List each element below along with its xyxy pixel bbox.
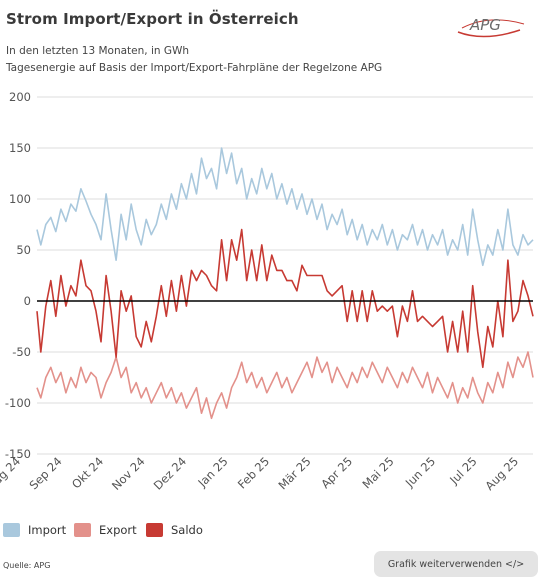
x-tick-labels: Aug 24 Sep 24 Okt 24 Nov 24 Dez 24 Jan 25 Feb … bbox=[0, 454, 521, 493]
legend-label-saldo: Saldo bbox=[171, 523, 203, 537]
legend-item-saldo[interactable]: Saldo bbox=[146, 523, 203, 537]
x-tick-label: Aug 25 bbox=[482, 454, 521, 493]
series-lines bbox=[36, 147, 534, 420]
x-tick-label: Okt 24 bbox=[69, 454, 106, 491]
legend: Import Export Saldo bbox=[0, 523, 300, 543]
apg-logo: APG bbox=[457, 16, 525, 38]
x-tick-label: Mai 25 bbox=[360, 454, 397, 491]
x-tick-label: Jun 25 bbox=[402, 454, 438, 490]
x-tick-label: Apr 25 bbox=[318, 454, 355, 491]
series-line-export bbox=[36, 351, 534, 420]
source-note: Quelle: APG bbox=[3, 561, 51, 570]
series-line-import bbox=[36, 147, 534, 267]
y-tick-label: 150 bbox=[9, 141, 31, 155]
chart-subtitle-source-basis: Tagesenergie auf Basis der Import/Export… bbox=[6, 62, 383, 74]
y-tick-label: 200 bbox=[9, 90, 31, 104]
legend-label-import: Import bbox=[28, 523, 67, 537]
reuse-graphic-button[interactable]: Grafik weiterverwenden </> bbox=[374, 551, 538, 577]
chart-area: -150 -100 -50 0 50 100 150 200 Aug 24 Sep 24 Okt … bbox=[0, 90, 534, 493]
x-tick-label: Jul 25 bbox=[446, 454, 479, 487]
chart-subtitle-unit: In den letzten 13 Monaten, in GWh bbox=[6, 45, 190, 57]
logo-text: APG bbox=[469, 16, 501, 34]
legend-label-export: Export bbox=[99, 523, 137, 537]
y-tick-label: 0 bbox=[24, 294, 31, 308]
x-tick-label: Nov 24 bbox=[109, 454, 148, 493]
y-tick-label: 50 bbox=[16, 243, 31, 257]
y-tick-label: -150 bbox=[5, 447, 31, 461]
y-tick-label: -100 bbox=[5, 396, 31, 410]
legend-swatch-export bbox=[74, 523, 91, 537]
legend-swatch-saldo bbox=[146, 523, 163, 537]
chart-title: Strom Import/Export in Österreich bbox=[6, 10, 299, 28]
y-tick-labels: -150 -100 -50 0 50 100 150 200 bbox=[5, 90, 31, 461]
x-tick-label: Dez 24 bbox=[151, 454, 189, 492]
legend-item-import[interactable]: Import bbox=[3, 523, 66, 537]
x-tick-label: Sep 24 bbox=[26, 454, 64, 492]
y-tick-label: -50 bbox=[12, 345, 31, 359]
x-tick-label: Mär 25 bbox=[275, 454, 313, 492]
y-tick-label: 100 bbox=[9, 192, 31, 206]
legend-swatch-import bbox=[3, 523, 20, 537]
x-tick-label: Feb 25 bbox=[235, 454, 272, 491]
legend-item-export[interactable]: Export bbox=[74, 523, 137, 537]
series-line-saldo bbox=[36, 228, 534, 369]
x-tick-label: Jan 25 bbox=[195, 454, 231, 490]
